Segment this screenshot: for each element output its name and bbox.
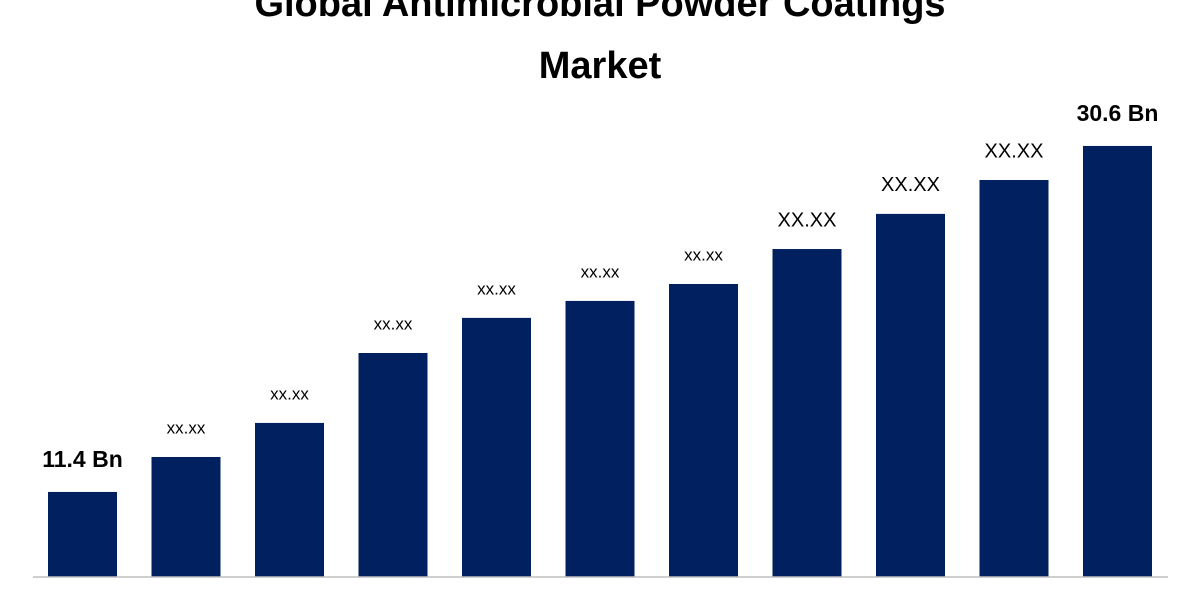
data-label: xx.xx (477, 279, 516, 298)
bar (462, 317, 531, 577)
bar (669, 283, 738, 577)
bar (151, 456, 221, 577)
bar (1083, 145, 1152, 577)
data-label: 30.6 Bn (1077, 100, 1159, 126)
data-label: xx.xx (374, 314, 413, 333)
data-label: 11.4 Bn (42, 446, 123, 472)
bar (772, 249, 842, 577)
bar (358, 353, 428, 577)
data-label: xx.xx (684, 245, 723, 264)
bar (48, 491, 117, 577)
bar (255, 422, 324, 577)
data-label: XX.XX (985, 140, 1044, 162)
bar (979, 180, 1049, 578)
bar (565, 300, 635, 577)
data-label: xx.xx (167, 418, 206, 437)
data-label: xx.xx (270, 384, 309, 403)
chart-title: Global Antimicrobial Powder Coatings Mar… (254, 0, 946, 87)
data-label: XX.XX (881, 174, 940, 196)
data-label: XX.XX (778, 209, 837, 231)
data-label: xx.xx (581, 262, 620, 281)
bar (876, 213, 945, 578)
